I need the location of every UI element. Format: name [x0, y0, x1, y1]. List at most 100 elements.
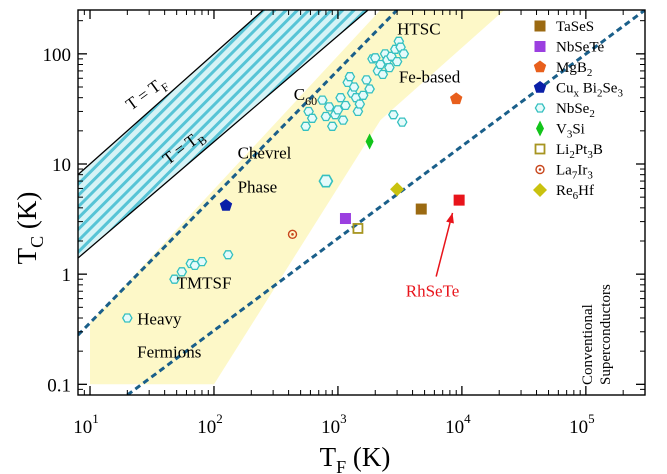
point-nbse2 — [340, 100, 351, 111]
point-mgb2 — [450, 92, 463, 105]
region-label-htsc: HTSC — [397, 19, 440, 38]
legend-item-nbse2: NbSe2 — [534, 101, 595, 120]
plot-frame — [77, 9, 646, 396]
y-tick-label: 100 — [43, 45, 72, 66]
legend-label-v3si: V3Si — [556, 122, 585, 141]
point-nbse2 — [361, 75, 372, 85]
series-rhsete — [453, 194, 465, 206]
region-label-line: Fermions — [137, 343, 201, 362]
y-axis-title-sub: C — [27, 236, 47, 248]
point-nbse2 — [222, 250, 234, 260]
x-tick-label: 101 — [73, 411, 99, 438]
point-nbse2 — [169, 274, 180, 284]
region-label-line: Heavy — [137, 309, 182, 328]
x-axis-title-unit: (K) — [346, 442, 390, 472]
legend-item-li2pt3b: Li2Pt3B — [534, 142, 603, 161]
rhsete-arrow-shaft — [435, 212, 454, 277]
y-tick-label: 1 — [62, 265, 72, 286]
legend-marker-nbse2 — [534, 103, 546, 113]
series-mgb2 — [450, 92, 463, 105]
y-axis-title-main: T — [12, 247, 42, 264]
legend-item-cuxbi2se3: Cux Bi2Se3 — [533, 81, 623, 100]
x-axis-title: TF (K) — [320, 442, 391, 474]
series-re6hf — [390, 182, 405, 197]
t-t-b-line — [78, 10, 369, 259]
point-nbse2 — [348, 82, 360, 92]
rhsete-label: RhSeTe — [406, 281, 460, 300]
conventional-bound-line — [126, 10, 645, 395]
y-axis-title-unit: (K) — [12, 192, 42, 236]
point-nbse2 — [396, 117, 408, 127]
legend-marker-mgb2 — [533, 60, 547, 73]
point-nbse2 — [337, 115, 349, 125]
point-la7ir3-ring — [287, 229, 298, 240]
point-la7ir3 — [287, 229, 298, 240]
x-tick-label: 102 — [197, 411, 223, 438]
legend-label-nbse2: NbSe2 — [556, 101, 595, 120]
legend-marker-re6hf — [533, 183, 547, 197]
legend-item-tases: TaSeS — [534, 19, 594, 35]
region-label-c-60: C60 — [294, 85, 317, 108]
bound-lines — [78, 10, 645, 395]
point-nbse2-large — [318, 174, 334, 188]
point-nbse2 — [323, 102, 335, 112]
series-nbse2 — [121, 36, 410, 323]
legend-marker-cuxbi2se3 — [533, 81, 547, 93]
point-nbse2 — [364, 84, 375, 94]
legend-label-nbsete: NbSeTe — [556, 40, 604, 56]
region-label-chevrel-phase: Chevrel Phase — [238, 144, 292, 197]
point-nbsete — [339, 213, 351, 225]
point-nbse2 — [300, 121, 312, 131]
point-nbse2 — [121, 313, 133, 323]
series-v3si — [365, 133, 374, 150]
legend-marker-li2pt3b — [534, 143, 546, 155]
x-tick-label: 104 — [445, 411, 471, 438]
point-nbse2 — [176, 267, 188, 277]
region-label-fe-based: Fe-based — [399, 67, 461, 86]
point-nbse2 — [317, 95, 328, 105]
point-rhsete — [453, 194, 465, 206]
rhsete-arrow-head — [446, 212, 454, 224]
legend-marker-la7ir3-ring — [535, 164, 545, 175]
legend-marker-v3si — [536, 120, 544, 137]
legend-marker-nbsete — [534, 41, 546, 52]
data-markers — [121, 36, 465, 323]
legend-label-re6hf: Re6Hf — [556, 183, 594, 202]
point-cuxbi2se3 — [219, 199, 233, 211]
axis-ticks: 0.1 1 10 100 101 102 103 104 105 — [43, 10, 646, 438]
series-nbse2-large — [318, 174, 334, 188]
point-nbse2 — [332, 105, 344, 115]
x-tick-label: 105 — [569, 411, 595, 438]
point-la7ir3-dot — [291, 233, 294, 236]
x-axis-title-sub: F — [336, 457, 346, 474]
series-nbsete — [339, 213, 351, 225]
legend-label-cuxbi2se3: Cux Bi2Se3 — [556, 81, 623, 100]
point-nbse2 — [326, 121, 338, 131]
legend-marker-la7ir3 — [535, 164, 545, 175]
point-nbse2 — [388, 110, 399, 120]
region-label-heavy-fermions: Heavy Fermions — [137, 309, 201, 361]
series-li2pt3b — [352, 223, 364, 234]
region-label-line: Chevrel — [238, 144, 292, 163]
point-tases — [415, 203, 427, 215]
point-nbse2 — [391, 56, 403, 67]
conventional-label-line-1: Conventional — [580, 304, 596, 385]
point-nbse2 — [196, 256, 208, 267]
point-nbse2 — [320, 111, 332, 122]
region-label-line: Phase — [238, 178, 278, 197]
y-tick-label: 0.1 — [47, 375, 71, 396]
region-label-tmtsf: TMTSF — [177, 274, 232, 293]
legend-item-mgb2: MgB2 — [533, 60, 592, 79]
legend-label-la7ir3: La7Ir3 — [556, 163, 593, 182]
t-t-f-line — [78, 10, 264, 176]
x-axis-title-main: T — [320, 442, 337, 472]
point-v3si — [365, 133, 374, 150]
legend-item-nbsete: NbSeTe — [534, 40, 604, 56]
point-nbse2 — [398, 49, 410, 59]
point-nbse2 — [352, 106, 364, 117]
point-nbse2 — [384, 62, 395, 73]
legend-marker-tases — [534, 20, 546, 32]
legend-label-mgb2: MgB2 — [556, 60, 592, 79]
point-nbse2 — [335, 93, 346, 103]
